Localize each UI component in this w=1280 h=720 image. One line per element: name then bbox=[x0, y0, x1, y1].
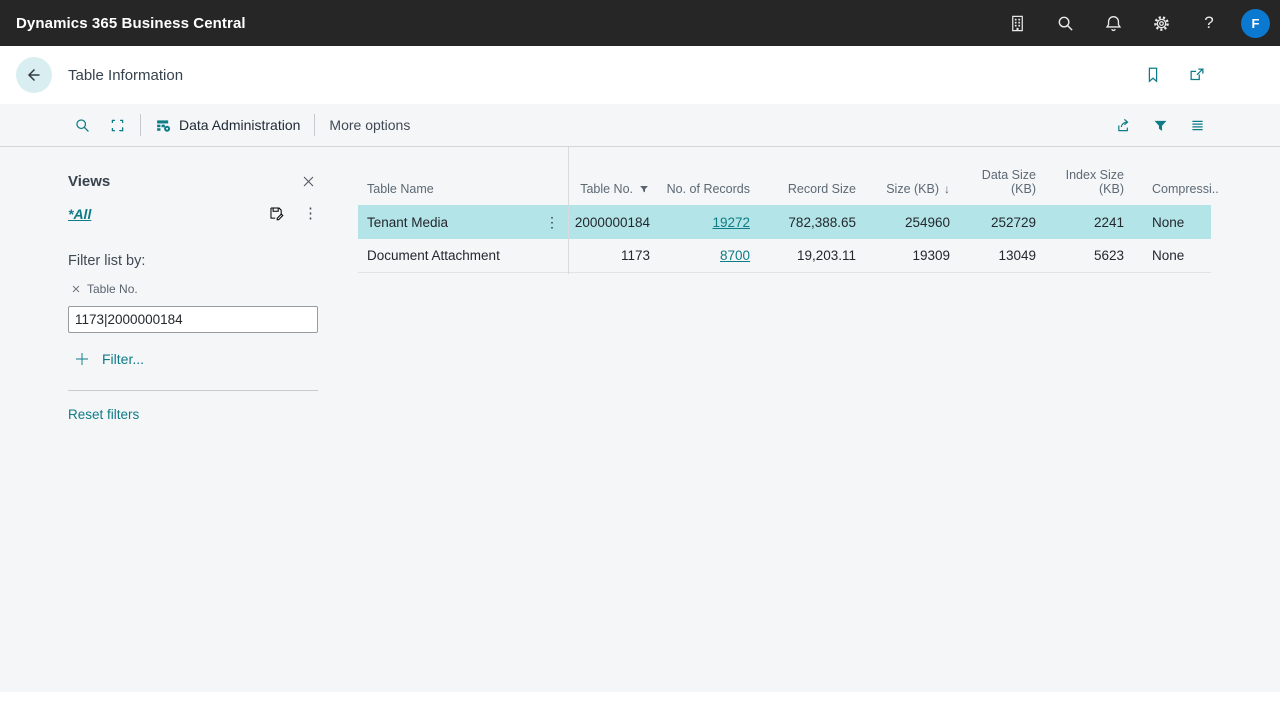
page-header-icons bbox=[1140, 46, 1210, 104]
filter-icon[interactable] bbox=[1152, 110, 1169, 140]
column-header-data-size-kb[interactable]: Data Size (KB) bbox=[981, 168, 1036, 196]
column-header-index-size-kb[interactable]: Index Size (KB) bbox=[1065, 168, 1124, 196]
cell-table-no: 1173 bbox=[620, 248, 650, 263]
table-information-list: Table Name Table No. No. of Records Reco… bbox=[358, 147, 1219, 274]
cell-index-size-kb: 2241 bbox=[1093, 214, 1124, 230]
data-administration-label: Data Administration bbox=[179, 117, 301, 133]
back-button[interactable] bbox=[16, 57, 52, 93]
remove-filter-icon[interactable] bbox=[70, 283, 82, 295]
analyze-icon[interactable] bbox=[109, 110, 126, 140]
more-options-button[interactable]: More options bbox=[329, 117, 410, 133]
toolbar-right-icons bbox=[1115, 110, 1206, 140]
column-header-compression[interactable]: Compressi.. bbox=[1152, 182, 1219, 196]
notifications-icon[interactable] bbox=[1097, 7, 1129, 39]
column-header-table-name[interactable]: Table Name bbox=[367, 182, 434, 196]
topbar-icons: ? F bbox=[1001, 7, 1270, 39]
filter-list-by-label: Filter list by: bbox=[68, 253, 146, 269]
filter-pane-divider bbox=[68, 390, 318, 391]
table-no-filter-input[interactable] bbox=[68, 306, 318, 333]
data-administration-button[interactable]: Data Administration bbox=[155, 110, 300, 140]
table-row-document-attachment[interactable]: Document Attachment 1173 8700 19,203.11 … bbox=[358, 239, 1211, 273]
cell-record-size: 19,203.11 bbox=[796, 248, 856, 263]
cell-record-size: 782,388.65 bbox=[788, 214, 856, 230]
cell-table-name: Document Attachment bbox=[367, 248, 500, 263]
cell-table-name: Tenant Media bbox=[367, 214, 449, 230]
view-item-all[interactable]: *All bbox=[68, 205, 92, 222]
cell-no-of-records-link[interactable]: 19272 bbox=[712, 214, 750, 230]
toolbar-divider bbox=[314, 114, 316, 136]
frozen-column-divider bbox=[568, 147, 569, 274]
page-title: Table Information bbox=[68, 66, 184, 84]
reset-filters-link[interactable]: Reset filters bbox=[68, 407, 140, 422]
app-title: Dynamics 365 Business Central bbox=[16, 14, 246, 32]
data-administration-icon bbox=[155, 117, 172, 134]
environment-icon[interactable] bbox=[1001, 7, 1033, 39]
filter-field-name: Table No. bbox=[87, 282, 138, 296]
help-icon[interactable]: ? bbox=[1193, 7, 1225, 39]
column-header-record-size[interactable]: Record Size bbox=[787, 182, 856, 196]
close-filter-pane-icon[interactable] bbox=[298, 171, 318, 191]
column-filter-icon bbox=[638, 183, 650, 195]
open-new-window-icon[interactable] bbox=[1184, 62, 1210, 88]
plus-icon bbox=[74, 351, 90, 367]
user-avatar[interactable]: F bbox=[1241, 8, 1270, 38]
back-arrow-icon bbox=[24, 65, 44, 85]
view-menu-icon[interactable]: ⋮ bbox=[303, 205, 318, 222]
column-header-table-no[interactable]: Table No. bbox=[568, 182, 656, 205]
toolbar-divider bbox=[140, 114, 141, 136]
save-view-icon[interactable] bbox=[268, 205, 285, 222]
cell-compression: None bbox=[1152, 214, 1185, 230]
share-icon[interactable] bbox=[1115, 110, 1132, 140]
row-menu-icon[interactable]: ⋮ bbox=[536, 214, 568, 231]
cell-no-of-records-link[interactable]: 8700 bbox=[719, 248, 750, 263]
sort-descending-icon: ↓ bbox=[944, 182, 950, 196]
avatar-initial: F bbox=[1251, 15, 1260, 31]
page-header: Table Information bbox=[0, 46, 1280, 104]
bookmark-icon[interactable] bbox=[1140, 62, 1166, 88]
cell-data-size-kb: 13049 bbox=[998, 248, 1036, 263]
add-filter-button[interactable]: Filter... bbox=[74, 351, 144, 367]
filter-field-tag: Table No. bbox=[70, 282, 138, 296]
table-header-row: Table Name Table No. No. of Records Reco… bbox=[358, 147, 1219, 205]
column-header-size-kb[interactable]: Size (KB) ↓ bbox=[886, 182, 950, 196]
views-heading: Views bbox=[68, 172, 111, 190]
cell-compression: None bbox=[1152, 248, 1185, 263]
topbar: Dynamics 365 Business Central ? F bbox=[0, 0, 1280, 46]
column-header-no-of-records[interactable]: No. of Records bbox=[666, 182, 750, 196]
more-options-label: More options bbox=[329, 117, 411, 133]
settings-gear-icon[interactable] bbox=[1145, 7, 1177, 39]
cell-size-kb: 19309 bbox=[912, 248, 950, 263]
cell-index-size-kb: 5623 bbox=[1093, 248, 1124, 263]
table-row-tenant-media[interactable]: Tenant Media ⋮ 2000000184 19272 782,388.… bbox=[358, 205, 1211, 239]
list-search-icon[interactable] bbox=[74, 110, 91, 140]
search-icon[interactable] bbox=[1049, 7, 1081, 39]
action-toolbar: Data Administration More options bbox=[0, 104, 1280, 147]
cell-table-no: 2000000184 bbox=[574, 214, 650, 230]
add-filter-label: Filter... bbox=[102, 351, 145, 367]
content-area: Views *All ⋮ Filter list by: Table No. bbox=[0, 147, 1280, 692]
cell-data-size-kb: 252729 bbox=[990, 214, 1036, 230]
cell-size-kb: 254960 bbox=[904, 214, 950, 230]
list-view-icon[interactable] bbox=[1189, 110, 1206, 140]
